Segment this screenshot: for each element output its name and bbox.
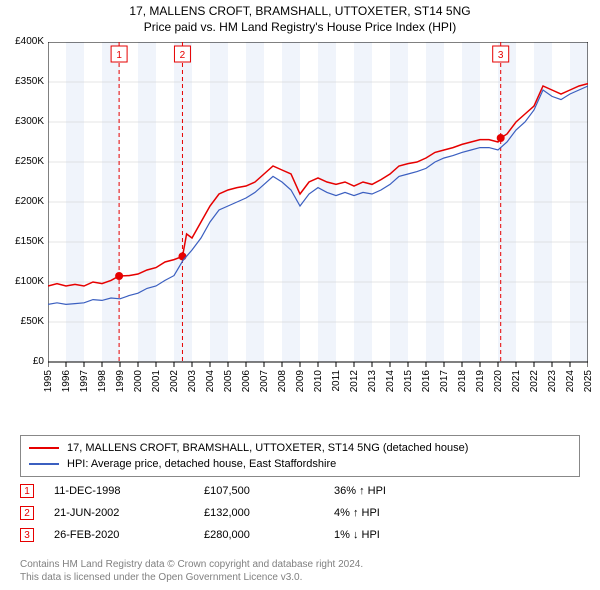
chart-title-line2: Price paid vs. HM Land Registry's House … xyxy=(0,20,600,34)
x-tick-label: 2007 xyxy=(259,370,270,392)
x-tick-label: 2014 xyxy=(385,370,396,392)
footer-line2: This data is licensed under the Open Gov… xyxy=(20,571,580,584)
event-marker: 2 xyxy=(20,506,34,520)
y-tick-label: £50K xyxy=(2,316,44,327)
chart-svg: 1 2 3 xyxy=(48,42,588,412)
event-date: 26-FEB-2020 xyxy=(54,529,204,541)
footer-attribution: Contains HM Land Registry data © Crown c… xyxy=(20,558,580,584)
event-delta: 4% ↑ HPI xyxy=(334,507,454,519)
chart-title-line1: 17, MALLENS CROFT, BRAMSHALL, UTTOXETER,… xyxy=(0,4,600,18)
events-table: 1 11-DEC-1998£107,50036% ↑ HPI 2 21-JUN-200… xyxy=(20,480,580,546)
y-tick-label: £250K xyxy=(2,156,44,167)
x-tick-label: 1997 xyxy=(79,370,90,392)
x-tick-label: 2024 xyxy=(565,370,576,392)
svg-text:3: 3 xyxy=(498,50,504,61)
x-tick-label: 2000 xyxy=(133,370,144,392)
x-tick-label: 1995 xyxy=(43,370,54,392)
legend-row: HPI: Average price, detached house, East… xyxy=(29,456,571,472)
x-tick-label: 2022 xyxy=(529,370,540,392)
x-tick-label: 2011 xyxy=(331,370,342,392)
x-tick-label: 2009 xyxy=(295,370,306,392)
legend-row: 17, MALLENS CROFT, BRAMSHALL, UTTOXETER,… xyxy=(29,440,571,456)
x-tick-label: 2003 xyxy=(187,370,198,392)
legend-box: 17, MALLENS CROFT, BRAMSHALL, UTTOXETER,… xyxy=(20,435,580,477)
event-delta: 36% ↑ HPI xyxy=(334,485,454,497)
x-tick-label: 2001 xyxy=(151,370,162,392)
x-tick-label: 2012 xyxy=(349,370,360,392)
event-price: £132,000 xyxy=(204,507,334,519)
x-tick-label: 2005 xyxy=(223,370,234,392)
event-date: 11-DEC-1998 xyxy=(54,485,204,497)
x-tick-label: 2006 xyxy=(241,370,252,392)
y-tick-label: £150K xyxy=(2,236,44,247)
svg-text:1: 1 xyxy=(116,50,122,61)
x-tick-label: 2002 xyxy=(169,370,180,392)
legend-swatch xyxy=(29,447,59,449)
x-tick-label: 2004 xyxy=(205,370,216,392)
event-row: 1 11-DEC-1998£107,50036% ↑ HPI xyxy=(20,480,580,502)
y-tick-label: £350K xyxy=(2,76,44,87)
x-tick-label: 2021 xyxy=(511,370,522,392)
event-row: 2 21-JUN-2002£132,0004% ↑ HPI xyxy=(20,502,580,524)
event-price: £280,000 xyxy=(204,529,334,541)
event-marker: 1 xyxy=(20,484,34,498)
legend-swatch xyxy=(29,463,59,465)
y-tick-label: £200K xyxy=(2,196,44,207)
event-price: £107,500 xyxy=(204,485,334,497)
x-tick-label: 1996 xyxy=(61,370,72,392)
x-tick-label: 2018 xyxy=(457,370,468,392)
x-tick-label: 2013 xyxy=(367,370,378,392)
x-tick-label: 1998 xyxy=(97,370,108,392)
event-marker: 3 xyxy=(20,528,34,542)
event-delta: 1% ↓ HPI xyxy=(334,529,454,541)
legend-label: 17, MALLENS CROFT, BRAMSHALL, UTTOXETER,… xyxy=(67,440,468,456)
x-tick-label: 2008 xyxy=(277,370,288,392)
x-tick-label: 2015 xyxy=(403,370,414,392)
x-tick-label: 2025 xyxy=(583,370,594,392)
x-tick-label: 2016 xyxy=(421,370,432,392)
footer-line1: Contains HM Land Registry data © Crown c… xyxy=(20,558,580,571)
x-tick-label: 2019 xyxy=(475,370,486,392)
x-tick-label: 2017 xyxy=(439,370,450,392)
y-tick-label: £0 xyxy=(2,356,44,367)
event-date: 21-JUN-2002 xyxy=(54,507,204,519)
x-tick-label: 1999 xyxy=(115,370,126,392)
y-tick-label: £300K xyxy=(2,116,44,127)
x-tick-label: 2020 xyxy=(493,370,504,392)
x-tick-label: 2010 xyxy=(313,370,324,392)
legend-label: HPI: Average price, detached house, East… xyxy=(67,456,336,472)
x-tick-label: 2023 xyxy=(547,370,558,392)
y-tick-label: £400K xyxy=(2,36,44,47)
svg-text:2: 2 xyxy=(180,50,186,61)
event-row: 3 26-FEB-2020£280,0001% ↓ HPI xyxy=(20,524,580,546)
y-tick-label: £100K xyxy=(2,276,44,287)
chart-area: 1 2 3 xyxy=(48,42,588,412)
